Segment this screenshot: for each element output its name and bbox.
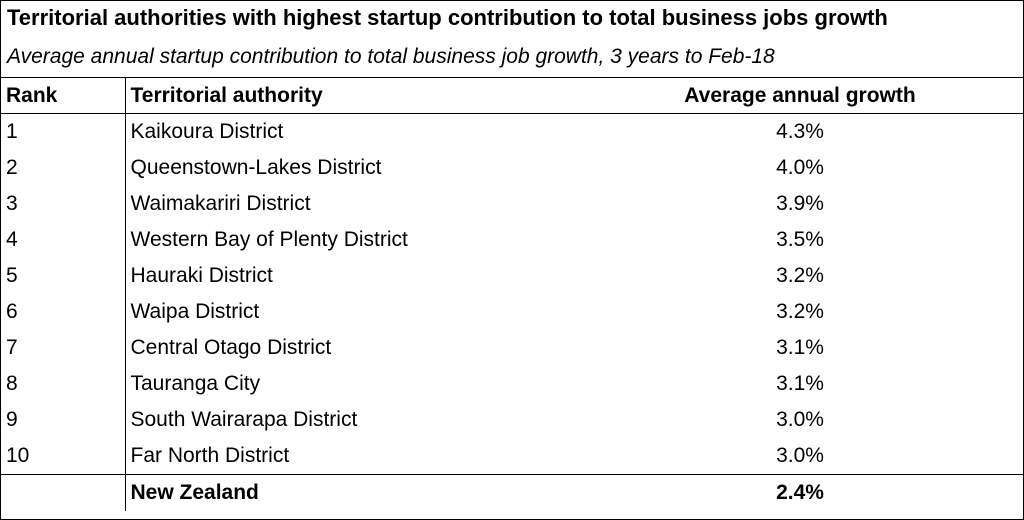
authority-cell: South Wairarapa District: [124, 402, 577, 438]
authority-cell: Waimakariri District: [124, 186, 577, 222]
total-growth-cell: 2.4%: [577, 474, 1023, 511]
rank-cell: 5: [6, 264, 18, 287]
table-row: 6 Waipa District 3.2%: [1, 294, 1023, 330]
growth-cell: 4.0%: [776, 156, 824, 179]
rank-cell: 4: [6, 228, 18, 251]
total-rank-cell: [1, 474, 125, 511]
table-row: 2 Queenstown-Lakes District 4.0%: [1, 150, 1023, 186]
column-header-growth: Average annual growth: [577, 77, 1023, 114]
rank-cell: 7: [6, 336, 18, 359]
authority-cell: Waipa District: [124, 294, 577, 330]
table-subtitle: Average annual startup contribution to t…: [7, 45, 775, 68]
growth-cell: 3.1%: [776, 372, 824, 395]
rank-cell: 8: [6, 372, 18, 395]
table-row: 4 Western Bay of Plenty District 3.5%: [1, 222, 1023, 258]
growth-cell: 3.9%: [776, 192, 824, 215]
growth-cell: 4.3%: [776, 120, 824, 143]
column-header-rank: Rank: [1, 77, 125, 114]
table-title: Territorial authorities with highest sta…: [7, 5, 888, 30]
rank-cell: 2: [6, 156, 18, 179]
table-row: 10 Far North District 3.0%: [1, 438, 1023, 475]
authority-cell: Queenstown-Lakes District: [124, 150, 577, 186]
total-row: New Zealand 2.4%: [1, 474, 1023, 511]
growth-cell: 3.0%: [776, 444, 824, 467]
table-row: 9 South Wairarapa District 3.0%: [1, 402, 1023, 438]
table-row: 7 Central Otago District 3.1%: [1, 330, 1023, 366]
total-authority-cell: New Zealand: [124, 474, 577, 511]
table-row: 3 Waimakariri District 3.9%: [1, 186, 1023, 222]
table-body: 1 Kaikoura District 4.3% 2 Queenstown-Lakes …: [1, 113, 1023, 475]
authority-cell: Central Otago District: [124, 330, 577, 366]
authority-cell: Kaikoura District: [124, 113, 577, 150]
growth-cell: 3.0%: [776, 408, 824, 431]
table-row: 8 Tauranga City 3.1%: [1, 366, 1023, 402]
growth-cell: 3.2%: [776, 300, 824, 323]
growth-cell: 3.1%: [776, 336, 824, 359]
rank-cell: 9: [6, 408, 18, 431]
table-row: 5 Hauraki District 3.2%: [1, 258, 1023, 294]
header-row: Rank Territorial authority Average annua…: [1, 77, 1023, 114]
growth-cell: 3.5%: [776, 228, 824, 251]
table-row: 1 Kaikoura District 4.3%: [1, 113, 1023, 150]
column-header-authority: Territorial authority: [124, 77, 577, 114]
rank-cell: 1: [6, 120, 18, 143]
authority-cell: Far North District: [124, 438, 577, 475]
authority-cell: Tauranga City: [124, 366, 577, 402]
growth-cell: 3.2%: [776, 264, 824, 287]
authority-cell: Western Bay of Plenty District: [124, 222, 577, 258]
rank-cell: 10: [6, 444, 30, 467]
rank-cell: 3: [6, 192, 18, 215]
ranking-table: Rank Territorial authority Average annua…: [1, 77, 1023, 511]
authority-cell: Hauraki District: [124, 258, 577, 294]
rank-cell: 6: [6, 300, 18, 323]
